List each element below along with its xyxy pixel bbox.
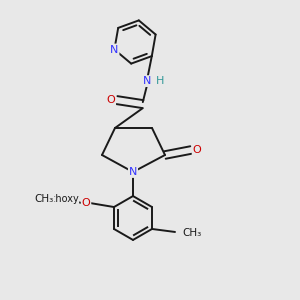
- Text: O: O: [82, 198, 90, 208]
- Text: O: O: [193, 145, 201, 155]
- Text: N: N: [142, 76, 151, 86]
- Text: methoxy: methoxy: [36, 194, 78, 204]
- Text: CH₃: CH₃: [35, 194, 54, 204]
- Text: H: H: [156, 76, 164, 86]
- Text: O: O: [106, 95, 115, 105]
- Text: N: N: [110, 44, 118, 55]
- Text: N: N: [129, 167, 137, 177]
- Text: CH₃: CH₃: [182, 228, 201, 238]
